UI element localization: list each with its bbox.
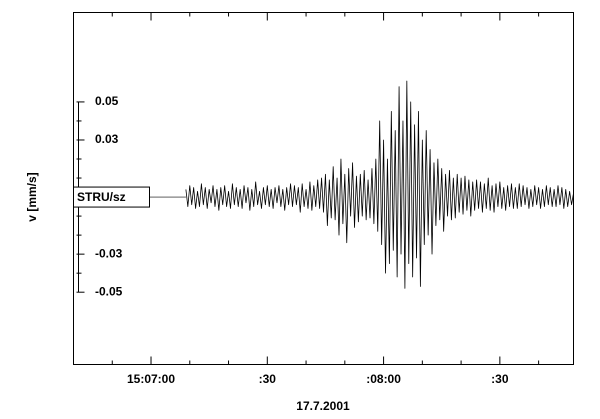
x-axis-label: 17.7.2001 <box>296 399 350 413</box>
trace-line <box>185 80 574 289</box>
x-tick-label: 15:07:00 <box>127 372 175 386</box>
y-tick-label: 0.03 <box>95 132 119 146</box>
x-tick-label: :30 <box>491 372 509 386</box>
x-tick-label: :08:00 <box>366 372 401 386</box>
y-tick-label: 0.05 <box>95 94 119 108</box>
y-axis-label: v [mm/s] <box>25 172 39 221</box>
y-tick-label: -0.03 <box>95 246 123 260</box>
x-tick-label: :30 <box>259 372 277 386</box>
y-tick-label: -0.05 <box>95 284 123 298</box>
trace-label: STRU/sz <box>77 190 126 204</box>
trace-label-box <box>73 186 150 208</box>
